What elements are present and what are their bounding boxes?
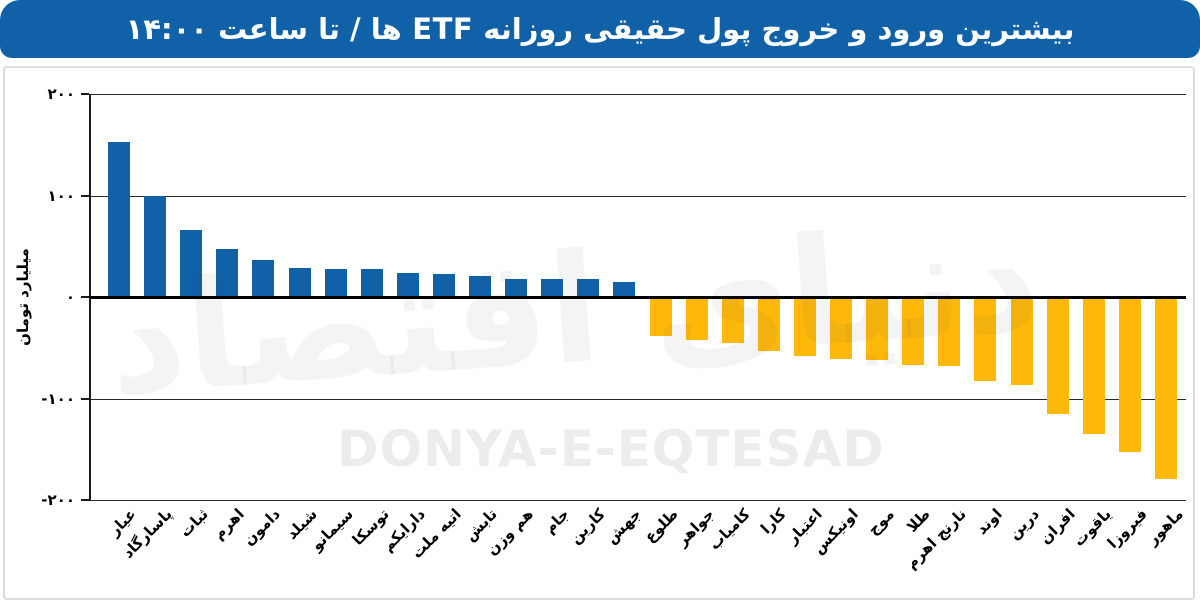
bar — [541, 278, 564, 297]
bar — [216, 249, 239, 297]
y-tick — [81, 296, 89, 298]
bar — [1010, 297, 1033, 386]
page-title: بیشترین ورود و خروج پول حقیقی روزانه ETF… — [125, 12, 1075, 46]
bar — [577, 278, 600, 297]
bar — [938, 297, 961, 367]
bar — [144, 195, 167, 297]
bar — [757, 297, 780, 351]
chart-panel: دنیای اقتصاد DONYA-E-EQTESAD میلیارد توم… — [3, 66, 1195, 600]
bar — [360, 268, 383, 297]
bar — [252, 260, 275, 297]
bar — [1046, 297, 1069, 414]
bar — [721, 297, 744, 343]
bar — [685, 297, 708, 340]
bar — [974, 297, 997, 382]
y-tick-label: ۱۰۰ — [47, 186, 75, 205]
y-tick — [81, 397, 89, 400]
bar — [108, 141, 130, 297]
bar — [505, 278, 528, 297]
bar — [180, 230, 203, 297]
x-axis-zero-line — [89, 296, 1186, 299]
bar — [469, 275, 491, 297]
bar — [613, 281, 636, 297]
y-tick — [81, 194, 89, 197]
bar — [866, 297, 889, 360]
gridline — [89, 500, 1186, 501]
bar — [324, 268, 347, 297]
bar — [432, 273, 455, 297]
y-tick-label: ۰ — [65, 288, 75, 306]
watermark-text: DONYA-E-EQTESAD — [337, 420, 885, 478]
y-tick — [81, 499, 89, 501]
bar — [396, 272, 419, 297]
bar — [1082, 297, 1105, 435]
bar — [902, 297, 925, 365]
bar — [1154, 297, 1177, 479]
y-tick — [81, 93, 89, 95]
bar — [793, 297, 816, 356]
title-bar: بیشترین ورود و خروج پول حقیقی روزانه ETF… — [0, 0, 1200, 58]
gridline — [89, 94, 1186, 95]
gridline — [89, 195, 1186, 197]
bar — [649, 297, 672, 336]
bar — [1118, 297, 1141, 453]
y-tick-label: -۱۰۰ — [41, 389, 75, 408]
bar — [288, 267, 311, 297]
y-tick-label: ۲۰۰ — [47, 85, 75, 103]
bar — [830, 297, 852, 359]
gridline — [89, 398, 1186, 400]
y-tick-label: -۲۰۰ — [41, 491, 75, 509]
